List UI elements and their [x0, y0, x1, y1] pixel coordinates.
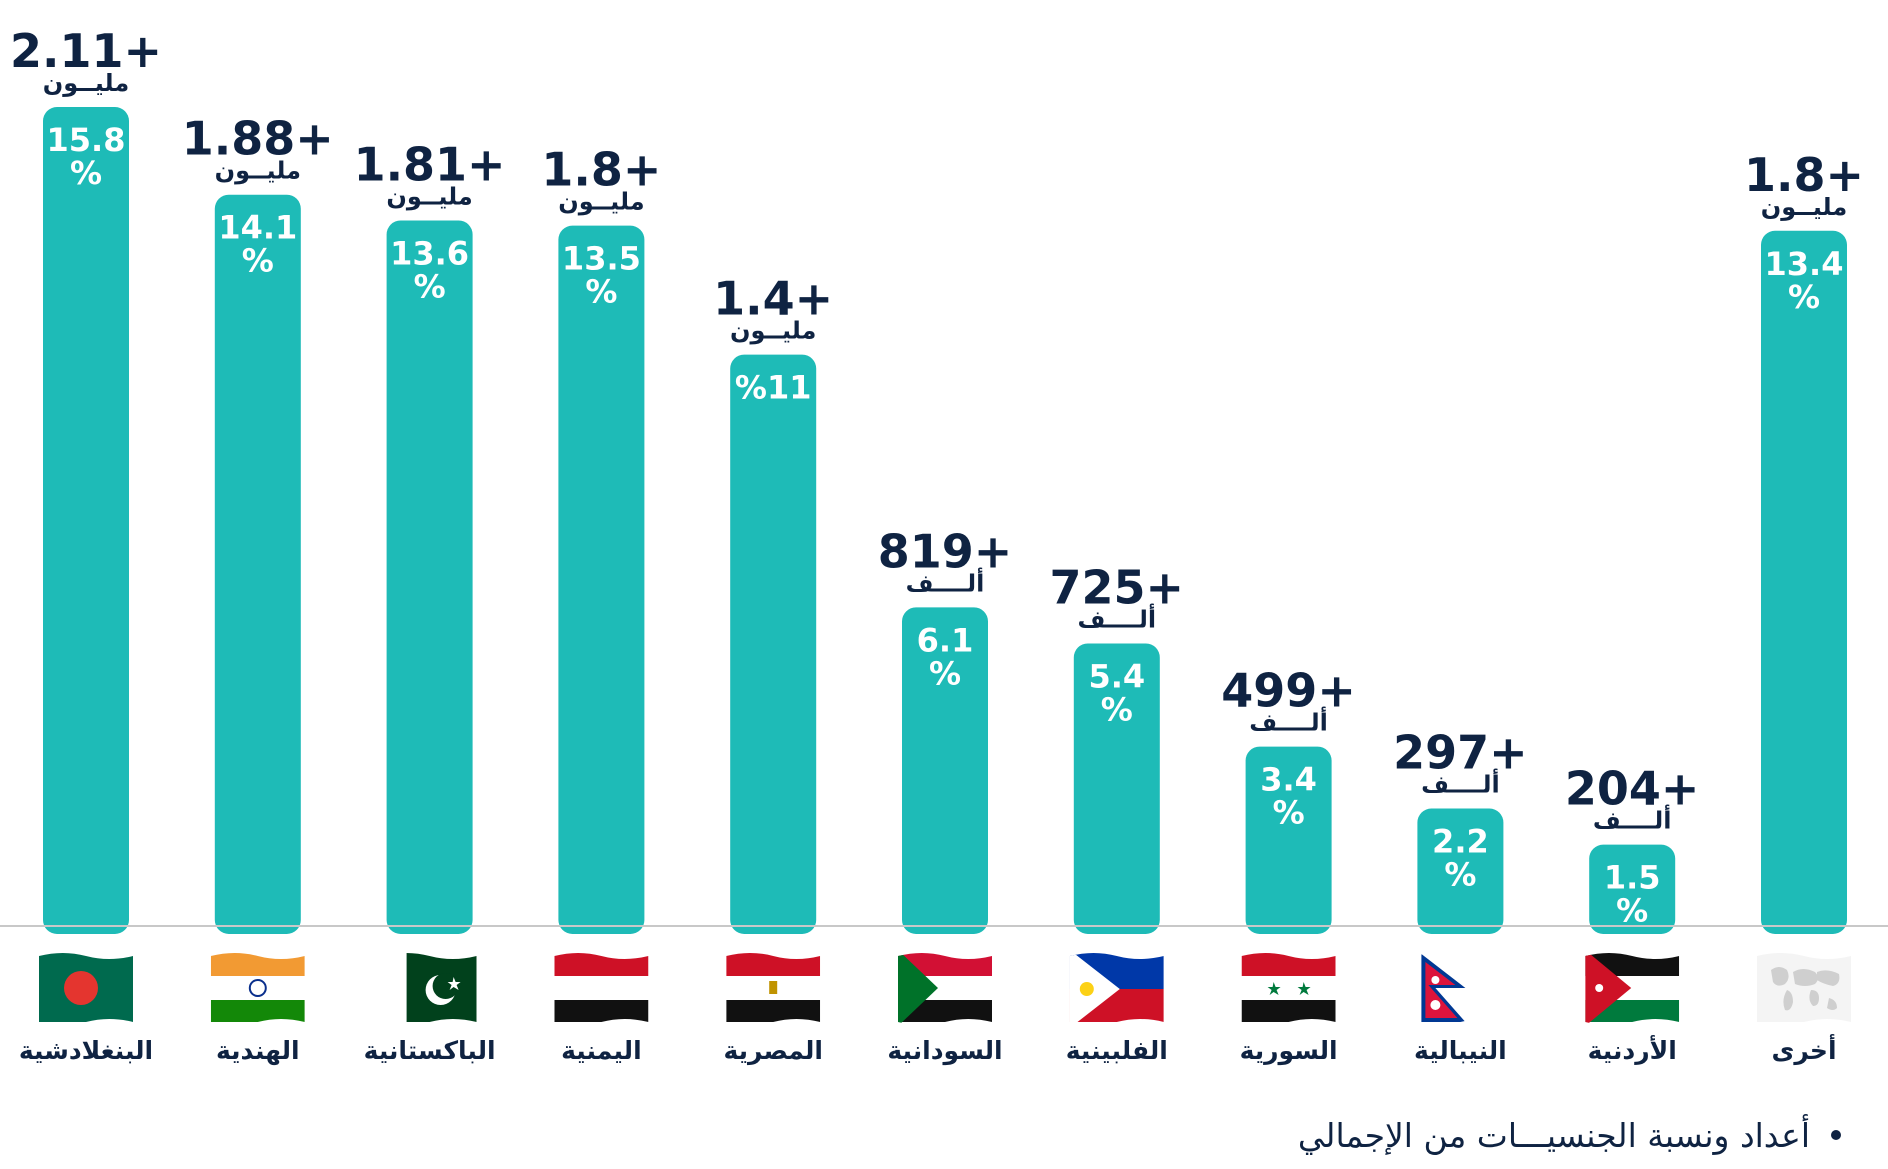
- footnote-text: أعداد ونسبة الجنسيـــات من الإجمالي: [1298, 1114, 1810, 1155]
- bar-percent-label: 2.2%: [1432, 823, 1489, 894]
- bar-percent-label: 5.4%: [1088, 657, 1145, 728]
- bar-percent-label: 14.1%: [218, 209, 297, 280]
- count-unit-label: ألــــف: [1077, 603, 1156, 633]
- count-value-label: 819+: [878, 524, 1013, 578]
- count-unit-label: مليــون: [386, 182, 472, 210]
- count-value-label: 1.8+: [541, 143, 661, 197]
- bar: [43, 107, 129, 934]
- bar: [902, 607, 988, 934]
- flag-philippines: [1069, 953, 1164, 1025]
- flag-egypt: [726, 953, 821, 1022]
- category-label: السورية: [1240, 1036, 1338, 1066]
- count-unit-label: مليــون: [215, 157, 301, 185]
- flags-layer: [39, 953, 1851, 1025]
- world-map-icon: [1757, 953, 1851, 1022]
- category-label: الباكستانية: [364, 1036, 496, 1065]
- count-value-label: 1.81+: [354, 137, 506, 191]
- count-unit-label: ألــــف: [1593, 805, 1672, 835]
- category-label: اليمنية: [561, 1036, 642, 1065]
- category-label: المصرية: [723, 1036, 822, 1066]
- count-unit-label: مليــون: [1761, 193, 1847, 221]
- category-label: البنغلادشية: [19, 1036, 153, 1065]
- flag-pakistan: [382, 953, 477, 1022]
- bar-percent-label: 13.5%: [562, 240, 641, 311]
- flag-india: [210, 953, 305, 1022]
- bar: [1417, 808, 1504, 934]
- bar: [558, 225, 645, 935]
- count-unit-label: ألــــف: [906, 567, 985, 597]
- flag-jordan: [1585, 953, 1680, 1025]
- bar-percent-label: 6.1%: [917, 621, 974, 692]
- bar-percent-label: 13.6%: [390, 234, 469, 305]
- count-value-label: 1.88+: [182, 112, 334, 166]
- category-labels-layer: البنغلادشية الهندية الباكستانية اليمنية المص…: [19, 1034, 1837, 1066]
- count-value-label: 204+: [1565, 762, 1700, 816]
- count-unit-label: ألــــف: [1421, 769, 1500, 799]
- bar-percent-label: 3.4%: [1260, 761, 1317, 832]
- bar: [1589, 844, 1676, 934]
- category-label: الفلبينية: [1066, 1036, 1168, 1065]
- footnote: أعداد ونسبة الجنسيـــات من الإجمالي: [1298, 1114, 1841, 1155]
- count-unit-label: مليــون: [43, 69, 129, 97]
- flag-syria: [1241, 953, 1336, 1022]
- bar-percent-label: 15.8%: [47, 121, 126, 192]
- category-label: النيبالية: [1414, 1036, 1507, 1065]
- bar: [730, 354, 817, 934]
- count-unit-label: ألــــف: [1249, 707, 1328, 737]
- flag-yemen: [554, 953, 649, 1022]
- bar-percent-label: %11: [735, 369, 812, 407]
- count-value-label: 499+: [1221, 664, 1356, 718]
- count-value-label: 1.8+: [1744, 148, 1864, 202]
- category-label: الأردنية: [1588, 1035, 1677, 1065]
- bar-percent-label: 1.5%: [1604, 859, 1661, 930]
- bar: [1761, 230, 1847, 934]
- count-unit-label: مليــون: [730, 317, 816, 345]
- bar: [386, 220, 473, 934]
- bar: [1245, 746, 1332, 934]
- flag-nepal: [1413, 953, 1508, 1022]
- bar-percent-label: 13.4%: [1765, 245, 1844, 316]
- count-value-label: 2.11+: [10, 24, 162, 78]
- category-label: السودانية: [887, 1036, 1002, 1066]
- bar: [214, 194, 301, 934]
- flag-bangladesh: [39, 953, 133, 1022]
- category-label: أخرى: [1771, 1034, 1836, 1066]
- flag-sudan: [898, 953, 992, 1025]
- count-unit-label: مليــون: [558, 188, 644, 216]
- count-value-label: 1.4+: [713, 272, 833, 326]
- category-label: الهندية: [216, 1036, 300, 1066]
- count-value-label: 297+: [1393, 726, 1528, 780]
- footnote-bullet: [1831, 1130, 1841, 1140]
- bar: [1073, 643, 1160, 934]
- count-value-label: 725+: [1050, 560, 1185, 614]
